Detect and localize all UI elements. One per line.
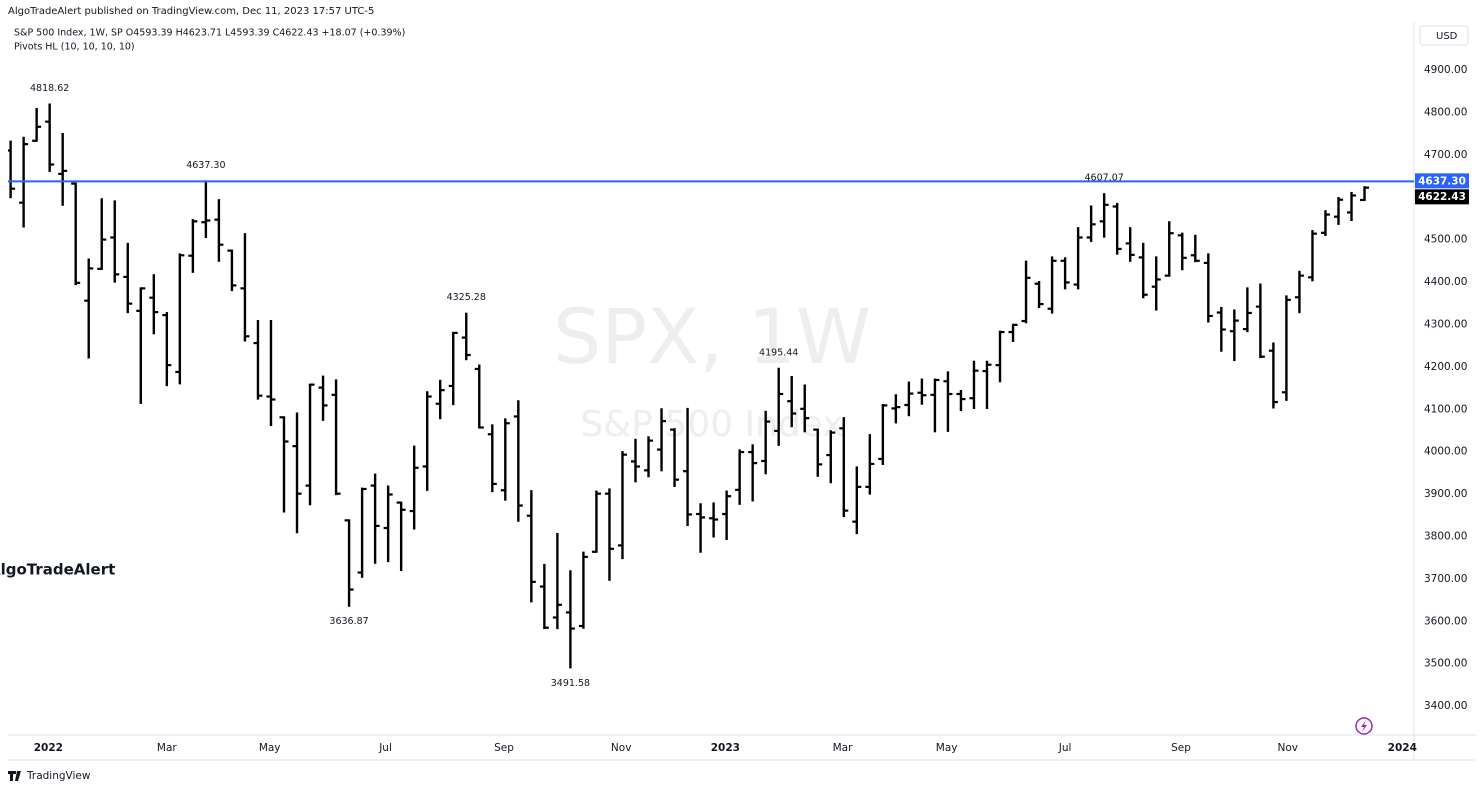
y-tick-label: 4100.00 bbox=[1424, 403, 1467, 415]
y-tick-label: 3900.00 bbox=[1424, 488, 1467, 500]
plot-area bbox=[8, 103, 1414, 669]
axes: 3400.00 3500.00 3600.00 3700.00 3800.00 3900.… bbox=[30, 64, 1469, 754]
y-tick-label: 3600.00 bbox=[1424, 615, 1467, 627]
pivot-high-label: 4195.44 bbox=[759, 347, 798, 358]
alert-bolt bbox=[1361, 720, 1367, 732]
x-tick-label: 2023 bbox=[711, 742, 740, 754]
y-tick-label: 4900.00 bbox=[1424, 64, 1467, 76]
indicator: Pivots HL (10, 10, 10, 10) bbox=[14, 42, 135, 53]
pivot-high-label: 4637.30 bbox=[186, 160, 225, 171]
x-tick-label: Mar bbox=[157, 742, 177, 754]
author-watermark: AlgoTradeAlert bbox=[0, 561, 115, 579]
pivot-high-label: 4607.07 bbox=[1085, 173, 1124, 184]
alert-icon[interactable] bbox=[1355, 717, 1373, 735]
footer-brand: TradingView bbox=[26, 770, 91, 782]
pivot-high-label: 4818.62 bbox=[30, 83, 69, 94]
x-tick-label: May bbox=[936, 742, 958, 754]
currency-label[interactable]: USD bbox=[1436, 31, 1458, 42]
currency-button[interactable] bbox=[1419, 25, 1469, 46]
y-tick-label: 4300.00 bbox=[1424, 318, 1467, 330]
price-line-label: 4637.30 bbox=[1418, 175, 1466, 187]
y-tick-label: 3800.00 bbox=[1424, 530, 1467, 542]
y-tick-label: 4800.00 bbox=[1424, 106, 1467, 118]
x-tick-label: Sep bbox=[1171, 742, 1191, 754]
x-tick-label: Mar bbox=[833, 742, 853, 754]
tv-logo bbox=[8, 771, 21, 781]
pivot-high-label: 4325.28 bbox=[447, 292, 486, 303]
y-tick-label: 3700.00 bbox=[1424, 573, 1467, 585]
x-tick-label: May bbox=[259, 742, 281, 754]
watermark-name: S&P 500 Index bbox=[580, 404, 843, 445]
pivot-low-label: 3636.87 bbox=[329, 616, 368, 627]
x-tick-label: Jul bbox=[378, 742, 392, 754]
last-price-label: 4622.43 bbox=[1418, 191, 1466, 203]
x-tick-label: Sep bbox=[494, 742, 514, 754]
last-price-box bbox=[1415, 189, 1469, 205]
y-tick-label: 4700.00 bbox=[1424, 149, 1467, 161]
y-tick-label: 4200.00 bbox=[1424, 361, 1467, 373]
x-tick-label: Nov bbox=[1277, 742, 1298, 754]
pivot-low-label: 3491.58 bbox=[551, 678, 590, 689]
y-tick-label: 4400.00 bbox=[1424, 276, 1467, 288]
price-line-box bbox=[1415, 173, 1469, 189]
x-tick-label: Jul bbox=[1058, 742, 1072, 754]
publisher: AlgoTradeAlert published on TradingView.… bbox=[8, 6, 374, 17]
y-tick-label: 4500.00 bbox=[1424, 234, 1467, 246]
y-tick-label: 3500.00 bbox=[1424, 658, 1467, 670]
x-tick-label: 2022 bbox=[34, 742, 63, 754]
watermark-symbol: SPX, 1W bbox=[553, 292, 871, 381]
x-tick-label: 2024 bbox=[1388, 742, 1417, 754]
legend: S&P 500 Index, 1W, SP O4593.39 H4623.71 … bbox=[14, 28, 405, 39]
y-tick-label: 3400.00 bbox=[1424, 700, 1467, 712]
y-tick-label: 4000.00 bbox=[1424, 446, 1467, 458]
x-tick-label: Nov bbox=[611, 742, 632, 754]
